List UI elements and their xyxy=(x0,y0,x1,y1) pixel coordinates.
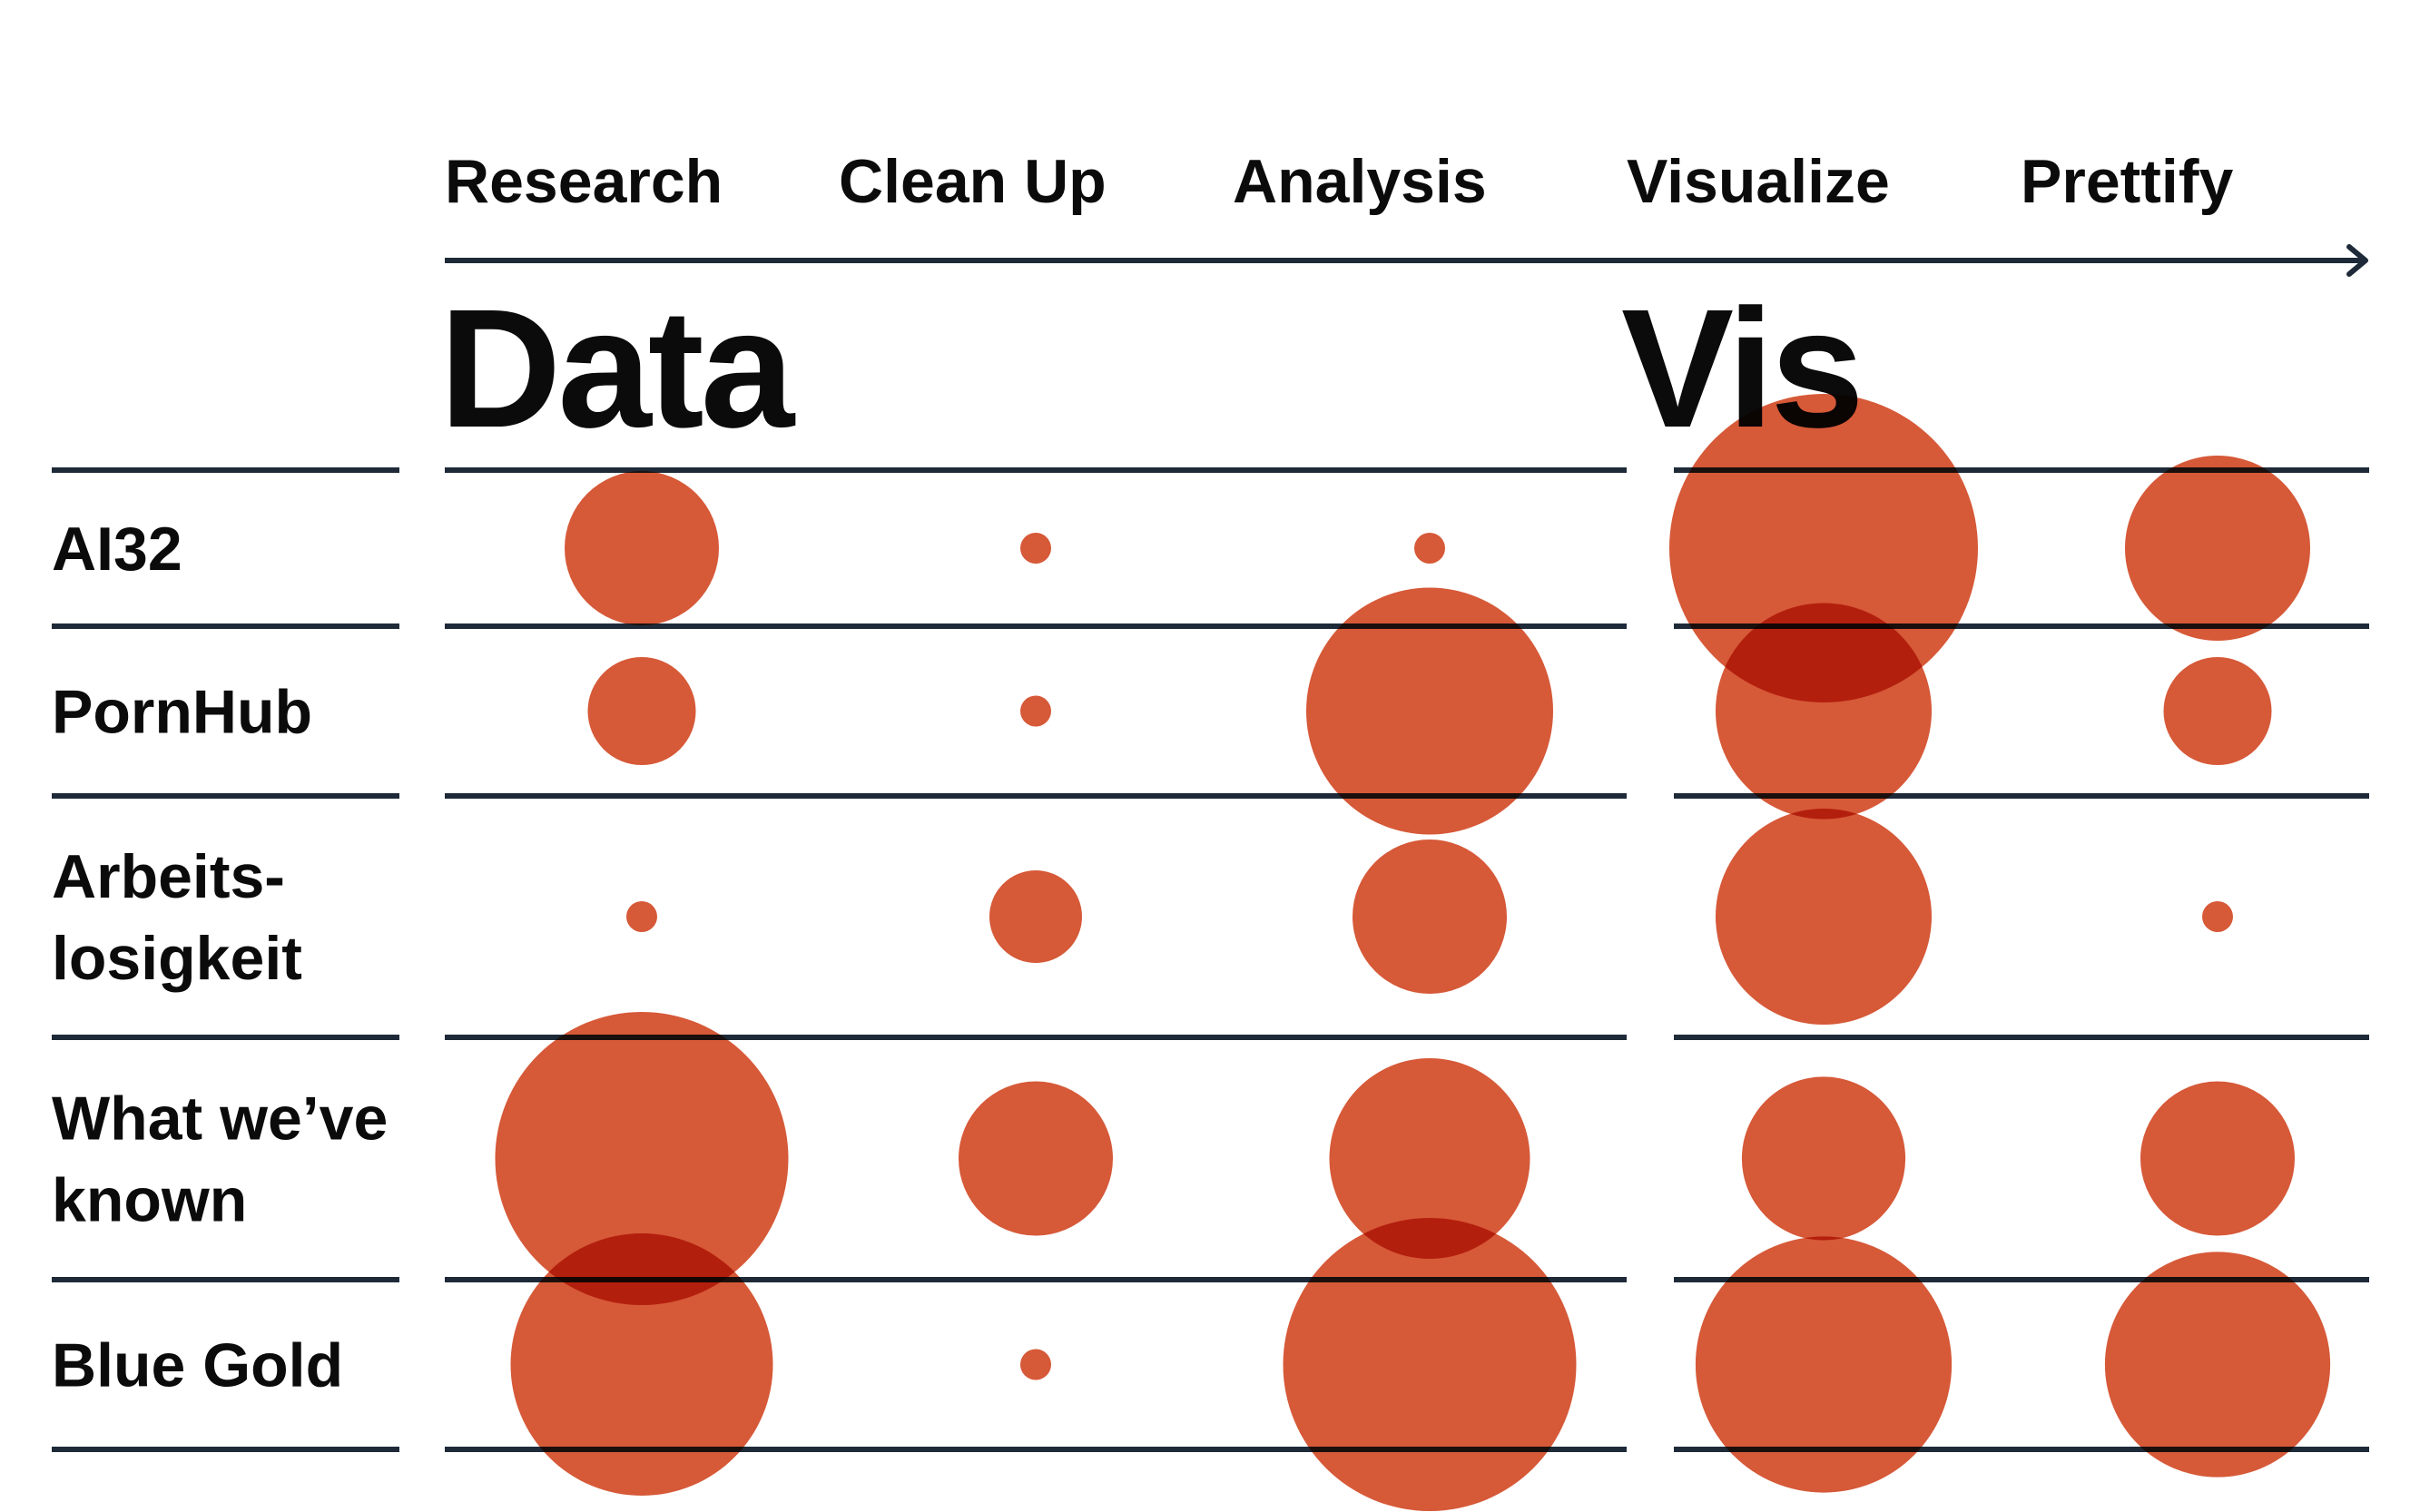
bubble-what-we-ve-known-research xyxy=(495,1012,789,1305)
row-label-pornhub-line-0: PornHub xyxy=(52,678,312,747)
bubble-ai32-clean-up xyxy=(1020,533,1051,564)
row-label-blue-gold-line-0: Blue Gold xyxy=(52,1331,343,1400)
timeline-arrowhead-icon xyxy=(2346,244,2368,277)
bubble-arbeits-losigkeit-analysis xyxy=(1353,839,1507,994)
stage-label-visualize: Visualize xyxy=(1627,147,1890,216)
row-labels: AI32 PornHub Arbeits-losigkeit What we’ve kn… xyxy=(52,515,388,1400)
row-label-what-we-ve-known-line-1: known xyxy=(52,1166,247,1235)
bubble-pornhub-clean-up xyxy=(1020,695,1051,727)
row-label-what-we-ve-known-line-0: What we’ve xyxy=(52,1085,388,1154)
stage-label-research: Research xyxy=(445,147,723,216)
stage-label-prettify: Prettify xyxy=(2021,147,2233,216)
bubbles xyxy=(495,394,2331,1511)
bubble-what-we-ve-known-prettify xyxy=(2140,1081,2295,1236)
bubble-what-we-ve-known-visualize xyxy=(1741,1076,1906,1241)
stage-label-clean-up: Clean Up xyxy=(839,147,1107,216)
bubble-blue-gold-clean-up xyxy=(1020,1349,1051,1380)
bubble-blue-gold-research xyxy=(510,1233,773,1496)
bubble-blue-gold-visualize xyxy=(1695,1236,1953,1493)
group-label-data: Data xyxy=(439,275,796,463)
bubble-pornhub-analysis xyxy=(1306,587,1553,835)
row-label-arbeits-losigkeit-line-0: Arbeits- xyxy=(52,842,285,911)
row-rules xyxy=(52,467,2369,1452)
bubble-pornhub-prettify xyxy=(2163,657,2272,765)
bubble-arbeits-losigkeit-clean-up xyxy=(989,870,1082,963)
bubble-ai32-research xyxy=(565,471,719,625)
bubble-ai32-analysis xyxy=(1414,533,1445,564)
bubble-what-we-ve-known-clean-up xyxy=(959,1081,1113,1236)
bubble-arbeits-losigkeit-visualize xyxy=(1716,809,1932,1025)
row-label-arbeits-losigkeit-line-1: losigkeit xyxy=(52,924,302,993)
bubble-arbeits-losigkeit-prettify xyxy=(2202,901,2233,932)
stage-label-analysis: Analysis xyxy=(1233,147,1487,216)
row-label-ai32-line-0: AI32 xyxy=(52,515,182,584)
bubble-pornhub-visualize xyxy=(1716,603,1932,820)
bubble-arbeits-losigkeit-research xyxy=(626,901,657,932)
bubble-blue-gold-analysis xyxy=(1283,1218,1577,1511)
bubble-pornhub-research xyxy=(587,657,696,765)
bubble-ai32-visualize xyxy=(1669,394,1978,702)
bubble-blue-gold-prettify xyxy=(2104,1252,2331,1478)
bubble-ai32-prettify xyxy=(2125,456,2310,641)
timeline-axis xyxy=(445,244,2368,277)
bubble-what-we-ve-known-analysis xyxy=(1329,1058,1530,1259)
stage-labels: Research Clean Up Analysis Visualize Prettif… xyxy=(445,147,2233,216)
group-labels: Data Vis xyxy=(439,275,1864,463)
